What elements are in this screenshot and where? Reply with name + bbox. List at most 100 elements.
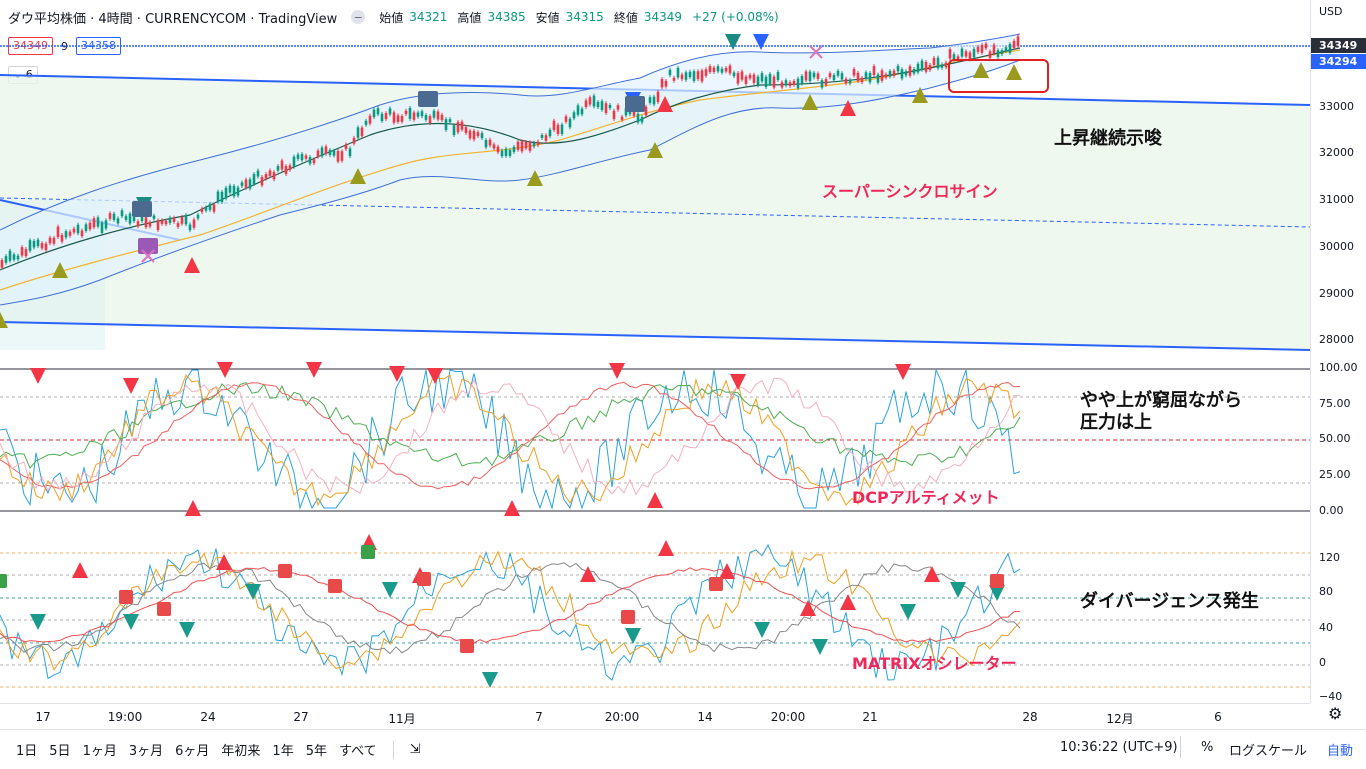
- candle-body: [424, 115, 428, 120]
- candle-body: [28, 240, 32, 251]
- candle-body: [868, 72, 872, 83]
- date-range-icon[interactable]: ⇲: [409, 742, 421, 757]
- bollinger-fill: [0, 34, 1020, 305]
- candle-body: [332, 150, 336, 156]
- candle-body: [328, 150, 332, 155]
- range-3m-button[interactable]: 3ヶ月: [128, 744, 164, 759]
- time-tick: 20:00: [604, 710, 640, 724]
- candle-body: [532, 142, 536, 147]
- candle-body: [596, 102, 600, 108]
- trend-line-lower: [0, 321, 1310, 351]
- candle-body: [588, 97, 592, 105]
- candle-body: [908, 66, 912, 76]
- candle-body: [568, 118, 572, 128]
- buy-signal-triangle: [350, 168, 366, 184]
- osc1-buy-triangle: [185, 500, 201, 516]
- osc1-sell-triangle: [123, 378, 139, 394]
- osc2-line-blue: [0, 543, 1021, 681]
- candle-body: [816, 73, 820, 79]
- candle-body: [416, 112, 420, 117]
- candle-body: [300, 153, 304, 161]
- price-scale[interactable]: USD 34349 34294 33000 32000 31000 30000 …: [1310, 0, 1366, 703]
- candle-body: [112, 213, 116, 220]
- clock[interactable]: 10:36:22 (UTC+9): [1060, 740, 1178, 755]
- osc2-down-marker: [950, 582, 966, 598]
- candle-body: [792, 80, 796, 86]
- settings-gear-icon[interactable]: ⚙: [1328, 704, 1343, 723]
- candle-body: [216, 191, 220, 202]
- candle-body: [516, 141, 520, 150]
- range-all-button[interactable]: すべて: [338, 744, 377, 759]
- candle-body: [44, 243, 48, 251]
- candle-body: [620, 116, 624, 120]
- candle-body: [672, 77, 676, 81]
- range-5d-button[interactable]: 5日: [49, 744, 71, 759]
- candle-body: [344, 144, 348, 150]
- candle-body: [412, 112, 416, 120]
- candle-body: [752, 74, 756, 83]
- candle-body: [248, 179, 252, 189]
- label-box: [138, 238, 158, 254]
- candle-body: [348, 148, 352, 157]
- candle-body: [960, 48, 964, 57]
- last-price-tag: 34349: [1311, 38, 1366, 53]
- currency-label[interactable]: USD: [1319, 5, 1343, 18]
- price-tick: 29000: [1319, 287, 1354, 300]
- candle-body: [268, 170, 272, 176]
- candle-body: [60, 234, 64, 242]
- candle-body: [136, 221, 140, 227]
- candle-body: [936, 57, 940, 69]
- candle-body: [616, 105, 620, 110]
- candle-body: [208, 203, 212, 210]
- range-6m-button[interactable]: 6ヶ月: [175, 744, 210, 759]
- chart-canvas[interactable]: [0, 0, 1310, 703]
- candle-body: [284, 166, 288, 174]
- range-1d-button[interactable]: 1日: [16, 744, 38, 759]
- time-axis[interactable]: 17 19:00 24 27 11月 7 20:00 14 20:00 21 2…: [0, 703, 1310, 730]
- candle-body: [0, 260, 4, 268]
- annotation-osc1-line1: やや上が窮屈ながら: [1080, 390, 1242, 411]
- candle-body: [512, 146, 516, 152]
- percent-scale-button[interactable]: %: [1201, 740, 1214, 755]
- divergence-label: [278, 564, 292, 578]
- buy-signal-triangle: [973, 62, 989, 78]
- osc1-tick: 75.00: [1319, 397, 1351, 410]
- osc2-up-marker: [840, 594, 856, 610]
- candle-body: [668, 69, 672, 76]
- range-1m-button[interactable]: 1ヶ月: [82, 744, 117, 759]
- candle-body: [780, 82, 784, 88]
- osc1-line-pink: [0, 377, 1021, 496]
- log-scale-button[interactable]: ログスケール: [1229, 744, 1308, 759]
- osc2-up-marker: [72, 562, 88, 578]
- osc1-buy-triangle: [504, 500, 520, 516]
- candle-body: [696, 71, 700, 80]
- range-ytd-button[interactable]: 年初来: [221, 744, 261, 759]
- annotation-trend-continuation: 上昇継続示唆: [1054, 128, 1162, 149]
- time-tick: 27: [293, 710, 309, 724]
- ohlc-low-label: 安値: [535, 10, 560, 25]
- range-5y-button[interactable]: 5年: [305, 744, 327, 759]
- candle-body: [304, 155, 308, 159]
- price-tick: 31000: [1319, 193, 1354, 206]
- more-options-icon[interactable]: −: [351, 10, 366, 24]
- osc2-up-marker: [719, 563, 735, 579]
- osc1-sell-triangle: [730, 374, 746, 390]
- range-1y-button[interactable]: 1年: [272, 744, 294, 759]
- osc2-down-marker: [754, 622, 770, 638]
- osc2-down-marker: [989, 585, 1005, 601]
- candle-body: [80, 230, 84, 237]
- candle-body: [648, 97, 652, 103]
- candle-body: [852, 69, 856, 76]
- candle-body: [652, 96, 656, 105]
- candle-body: [876, 74, 880, 83]
- candle-body: [644, 106, 648, 116]
- candle-body: [976, 46, 980, 52]
- time-tick: 11月: [388, 712, 416, 726]
- osc2-down-marker: [812, 639, 828, 655]
- osc1-tick: 25.00: [1319, 468, 1351, 481]
- osc2-up-marker: [800, 600, 816, 616]
- candle-body: [544, 135, 548, 141]
- auto-scale-button[interactable]: 自動: [1327, 744, 1354, 759]
- osc2-down-marker: [245, 584, 261, 600]
- candle-body: [24, 249, 28, 257]
